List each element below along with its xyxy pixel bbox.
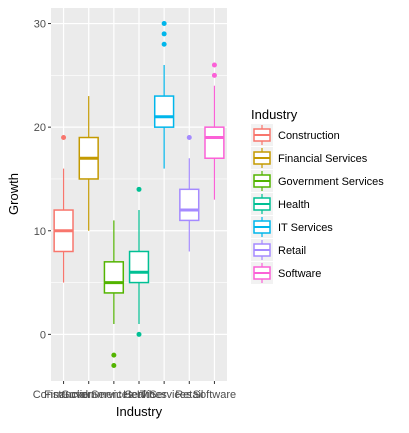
box-group: [204, 62, 225, 200]
legend-label: Retail: [278, 245, 306, 257]
outlier-point: [211, 62, 217, 68]
outlier-point: [161, 41, 167, 47]
box-group: [103, 220, 125, 368]
box-group: [179, 135, 200, 252]
legend-label: Construction: [278, 130, 340, 142]
x-axis-title: Industry: [116, 404, 163, 419]
y-tick-label: 20: [34, 122, 46, 134]
outlier-point: [111, 362, 117, 368]
legend-label: Software: [278, 268, 321, 280]
legend-items: Construction Financial Services Government…: [251, 124, 384, 284]
x-tick-label: Software: [193, 389, 236, 401]
legend-item: Government Services: [251, 170, 384, 192]
x-tick-label: Construction: [33, 389, 95, 401]
y-axis: 0 10 20 30: [34, 19, 51, 341]
box-body: [204, 126, 225, 159]
legend-label: Government Services: [278, 176, 384, 188]
box-group: [78, 96, 99, 231]
y-tick-label: 10: [34, 226, 46, 238]
y-tick-label: 30: [34, 19, 46, 31]
box-group: [53, 135, 74, 283]
legend-title: Industry: [251, 107, 298, 122]
y-axis-title: Growth: [6, 173, 21, 215]
legend-item: IT Services: [251, 216, 333, 238]
box-group: [128, 186, 150, 337]
legend-label: Financial Services: [278, 153, 368, 165]
outlier-point: [61, 135, 67, 141]
box-group: [153, 21, 175, 169]
x-tick-label: Financial Services: [44, 389, 134, 401]
outlier-point: [211, 72, 217, 78]
box-body: [179, 188, 200, 222]
legend-item: Software: [251, 262, 321, 284]
outlier-point: [111, 352, 117, 358]
legend-item: Health: [251, 193, 310, 215]
box-body: [103, 261, 125, 294]
outlier-point: [136, 186, 142, 192]
x-tick-label: IT Services: [137, 389, 192, 401]
box-series: [53, 21, 225, 368]
legend: Industry Construction Financial Services G…: [251, 107, 384, 284]
x-tick-label: Health: [123, 389, 155, 401]
legend-item: Financial Services: [251, 147, 368, 169]
x-tick-label: Retail: [175, 389, 203, 401]
outlier-point: [186, 135, 192, 141]
outlier-point: [161, 31, 167, 37]
y-tick-label: 0: [40, 329, 46, 341]
box-body: [128, 250, 150, 284]
outlier-point: [136, 331, 142, 337]
legend-item: Construction: [251, 124, 340, 146]
legend-item: Retail: [251, 239, 306, 261]
legend-label: IT Services: [278, 222, 333, 234]
box-body: [153, 95, 175, 128]
legend-label: Health: [278, 199, 310, 211]
x-tick-label: Government Services: [61, 389, 167, 401]
outlier-point: [161, 21, 167, 27]
